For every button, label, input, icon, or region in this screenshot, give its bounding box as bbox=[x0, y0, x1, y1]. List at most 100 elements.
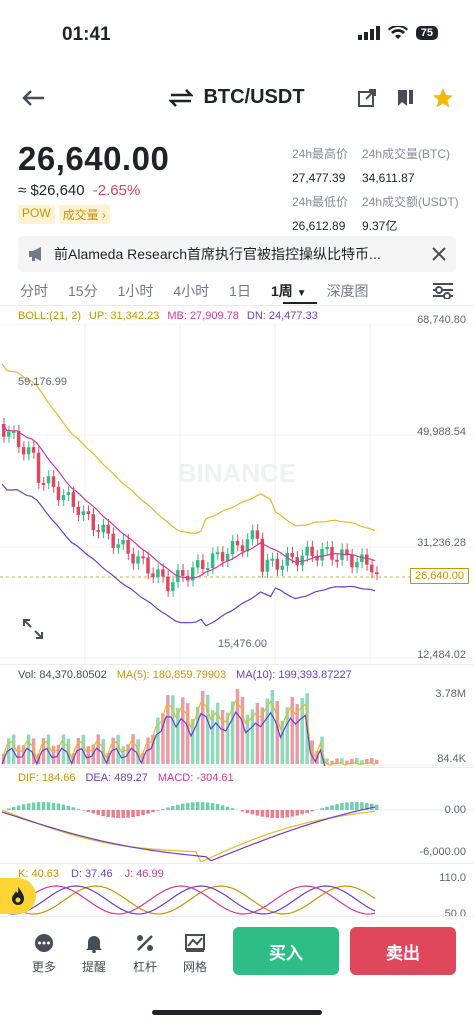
vol-usdt-label: 24h成交额(USDT) bbox=[362, 195, 459, 209]
volume-bar bbox=[6, 738, 11, 764]
home-indicator bbox=[152, 1010, 322, 1015]
volume-tag[interactable]: 成交量 › bbox=[58, 205, 111, 224]
price-sub: ≈ $26,640 -2.65% bbox=[18, 182, 140, 199]
volume-bar bbox=[11, 734, 16, 764]
buy-button[interactable]: 买入 bbox=[233, 927, 339, 975]
macd-bar bbox=[355, 802, 359, 810]
macd-bar bbox=[191, 802, 195, 810]
macd-bar bbox=[195, 802, 200, 810]
volume-bar bbox=[355, 758, 359, 764]
dropdown-icon: ▼ bbox=[296, 288, 307, 299]
macd-bar bbox=[205, 802, 210, 810]
kdj-line bbox=[1, 885, 376, 915]
volume-bar bbox=[210, 710, 215, 764]
candle bbox=[205, 568, 210, 571]
low-value: 26,612.89 bbox=[292, 219, 346, 233]
tab-1w[interactable]: 1周 ▼ bbox=[270, 283, 307, 299]
macd-bar bbox=[340, 803, 344, 810]
macd-bar bbox=[86, 810, 91, 813]
macd-dea-line bbox=[1, 806, 376, 862]
low-marker: 15,476.00 bbox=[218, 638, 267, 650]
vol-tick-1: 3.78M bbox=[435, 688, 466, 700]
macd-bar bbox=[56, 803, 61, 810]
nav-alert[interactable]: 提醒 bbox=[72, 932, 116, 975]
macd-bar bbox=[156, 810, 160, 811]
macd-dif: DIF: 184.66 bbox=[18, 772, 76, 784]
tab-4h[interactable]: 4小时 bbox=[173, 283, 210, 299]
candle bbox=[300, 555, 304, 566]
candle bbox=[76, 506, 81, 516]
bookmark-icon[interactable] bbox=[395, 88, 415, 108]
volume-bar bbox=[200, 690, 205, 764]
candle bbox=[31, 447, 36, 453]
liquidity-fab[interactable] bbox=[0, 878, 36, 914]
favorite-star-icon[interactable] bbox=[432, 87, 454, 109]
boll-lower-line bbox=[1, 483, 376, 627]
macd-bar bbox=[176, 804, 180, 810]
macd-bar bbox=[240, 810, 245, 812]
flame-icon bbox=[12, 887, 24, 905]
tab-1h[interactable]: 1小时 bbox=[117, 283, 154, 299]
tab-depth[interactable]: 深度图 bbox=[326, 283, 369, 299]
macd-bar bbox=[146, 810, 150, 814]
volume-bar bbox=[285, 707, 289, 764]
close-icon[interactable] bbox=[432, 247, 446, 261]
macd-bar bbox=[106, 810, 110, 817]
tab-timeline[interactable]: 分时 bbox=[20, 283, 48, 299]
leverage-icon bbox=[137, 935, 153, 951]
candlestick-chart[interactable]: BINANCE bbox=[0, 324, 474, 664]
pow-tag[interactable]: POW bbox=[18, 205, 55, 224]
volume-bar bbox=[161, 713, 165, 764]
volume-bar bbox=[250, 709, 255, 764]
candle bbox=[215, 552, 220, 555]
candle bbox=[230, 540, 235, 554]
high-marker: 59,176.99 bbox=[18, 376, 67, 388]
news-banner[interactable]: 前Alameda Research首席执行官被指控操纵比特币... bbox=[18, 236, 456, 272]
volume-bar bbox=[81, 734, 86, 764]
indicator-settings-icon[interactable] bbox=[432, 281, 454, 299]
candle bbox=[171, 582, 175, 591]
macd-bar bbox=[186, 802, 190, 810]
macd-value: MACD: -304.61 bbox=[157, 772, 234, 784]
volume-bar bbox=[235, 689, 240, 764]
macd-bar bbox=[345, 802, 349, 810]
macd-bar bbox=[200, 802, 205, 810]
volume-bar bbox=[345, 760, 349, 764]
volume-bar bbox=[86, 746, 91, 764]
share-icon[interactable] bbox=[357, 88, 377, 108]
candle bbox=[210, 553, 215, 569]
candle bbox=[191, 567, 195, 581]
y-tick-2: 49,988.54 bbox=[417, 426, 466, 438]
expand-icon[interactable] bbox=[22, 618, 44, 640]
nav-leverage[interactable]: 杠杆 bbox=[123, 932, 167, 975]
active-tab-indicator bbox=[283, 302, 317, 304]
divider bbox=[0, 863, 474, 864]
candle bbox=[360, 554, 364, 563]
boll-upper-line bbox=[1, 363, 376, 534]
back-arrow-icon[interactable] bbox=[20, 88, 46, 108]
volume-bar bbox=[195, 706, 200, 764]
header-title[interactable]: BTC/USDT bbox=[0, 86, 474, 109]
volume-bar bbox=[260, 707, 265, 764]
sell-button[interactable]: 卖出 bbox=[350, 927, 456, 975]
pair-name: BTC/USDT bbox=[203, 86, 305, 108]
macd-bar bbox=[270, 810, 275, 818]
volume-bar bbox=[245, 714, 250, 764]
volume-bar bbox=[375, 759, 379, 764]
candle bbox=[21, 447, 26, 455]
tab-1d[interactable]: 1日 bbox=[229, 283, 251, 299]
nav-more[interactable]: 更多 bbox=[22, 932, 66, 975]
candle bbox=[325, 547, 329, 550]
tab-15m[interactable]: 15分 bbox=[68, 283, 98, 299]
macd-bar bbox=[31, 802, 36, 810]
candle bbox=[136, 556, 140, 564]
candle bbox=[181, 570, 185, 576]
candle bbox=[106, 524, 110, 534]
macd-bar bbox=[230, 808, 235, 810]
macd-bar bbox=[220, 805, 225, 810]
macd-dif-line bbox=[1, 809, 376, 862]
candle bbox=[46, 476, 51, 484]
nav-grid[interactable]: 网格 bbox=[173, 932, 217, 975]
candle bbox=[81, 511, 86, 516]
macd-bar bbox=[225, 806, 230, 810]
